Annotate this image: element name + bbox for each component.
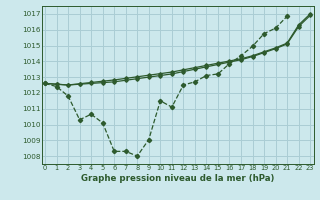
X-axis label: Graphe pression niveau de la mer (hPa): Graphe pression niveau de la mer (hPa) <box>81 174 274 183</box>
